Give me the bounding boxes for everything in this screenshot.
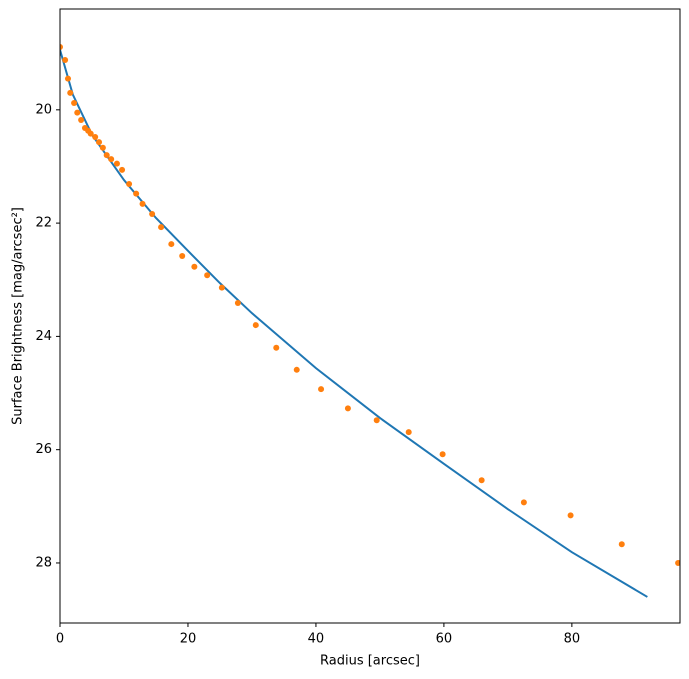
- x-tick-label: 80: [564, 632, 581, 647]
- x-axis-label: Radius [arcsec]: [320, 654, 420, 669]
- data-point: [87, 130, 94, 137]
- data-point: [218, 284, 225, 291]
- data-point: [108, 156, 115, 163]
- data-point: [252, 322, 259, 329]
- data-point: [67, 89, 74, 96]
- data-point: [119, 166, 126, 173]
- data-point: [293, 366, 300, 373]
- data-point: [158, 224, 165, 231]
- data-point: [62, 56, 69, 63]
- data-point: [478, 477, 485, 484]
- data-point: [64, 75, 71, 82]
- data-point: [618, 541, 625, 548]
- data-point: [675, 559, 680, 566]
- data-point: [168, 241, 175, 248]
- data-point: [439, 451, 446, 458]
- plot-area: [60, 43, 680, 598]
- data-point: [92, 134, 99, 141]
- plot-frame: [59, 8, 681, 624]
- data-point: [78, 117, 85, 124]
- data-point: [373, 417, 380, 424]
- data-point: [520, 499, 527, 506]
- x-tick-label: 20: [180, 632, 197, 647]
- y-axis-label: Surface Brightness [mag/arcsec²]: [11, 207, 26, 425]
- y-tick-label: 22: [35, 216, 52, 231]
- y-tick-label: 26: [35, 442, 52, 457]
- data-point: [133, 190, 140, 197]
- data-point: [405, 429, 412, 436]
- data-point: [60, 43, 63, 50]
- data-point: [74, 109, 81, 116]
- data-point: [179, 252, 186, 259]
- data-point: [318, 386, 325, 393]
- data-point: [567, 512, 574, 519]
- data-point: [273, 344, 280, 351]
- data-point: [191, 263, 198, 270]
- data-point: [139, 200, 146, 207]
- x-tick-label: 40: [308, 632, 325, 647]
- data-point: [113, 160, 120, 167]
- fit-line: [60, 49, 648, 598]
- x-tick-label: 0: [56, 632, 64, 647]
- y-tick-label: 24: [35, 329, 52, 344]
- data-point: [71, 100, 78, 107]
- data-point: [344, 405, 351, 412]
- data-point: [99, 144, 106, 151]
- y-tick-label: 20: [35, 102, 52, 117]
- data-point: [204, 272, 211, 279]
- y-tick-label: 28: [35, 555, 52, 570]
- data-point: [234, 299, 241, 306]
- data-point: [103, 152, 110, 159]
- data-point: [149, 211, 156, 218]
- x-tick-label: 60: [436, 632, 453, 647]
- data-point: [126, 181, 133, 188]
- data-point: [96, 139, 103, 146]
